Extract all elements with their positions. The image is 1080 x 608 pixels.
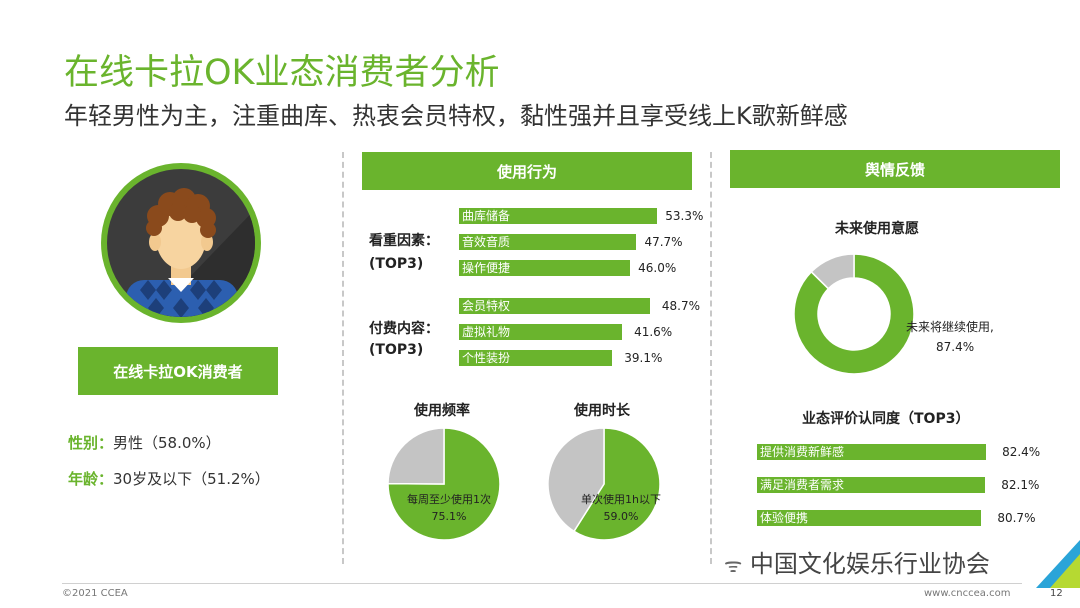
factors-label: 看重因素： — [369, 233, 439, 249]
freq-title: 使用频率 — [414, 403, 470, 419]
intent-slice-main — [793, 253, 915, 375]
freq-pie — [387, 427, 501, 541]
dur-slice-label: 单次使用1h以下 — [581, 493, 661, 506]
eval-value-label: 82.1% — [1001, 478, 1040, 492]
eval-bar-label: 满足消费者需求 — [760, 478, 845, 492]
paid-value-label: 41.6% — [634, 325, 673, 339]
feedback-header: 舆情反馈 — [730, 150, 1060, 188]
watermark-text: 中国文化娱乐行业协会 — [749, 550, 990, 578]
corner-logo — [1036, 540, 1080, 588]
factor-bar: 音效音质 — [459, 234, 637, 250]
page-title: 在线卡拉OK业态消费者分析 — [64, 53, 500, 93]
intent-donut — [793, 253, 915, 375]
factor-bar-label: 曲库储备 — [462, 209, 511, 223]
intent-slice-value: 87.4% — [936, 340, 975, 354]
divider-right — [710, 152, 712, 564]
factors-sub: (TOP3) — [369, 256, 424, 272]
age-value: 30岁及以下（51.2%） — [113, 470, 270, 488]
paid-bar: 会员特权 — [459, 298, 650, 314]
factor-bar-label: 音效音质 — [462, 235, 511, 249]
gender-label: 性别： — [68, 434, 114, 452]
paid-value-label: 48.7% — [661, 299, 701, 313]
freq-slice-rest — [387, 427, 445, 485]
eval-bar: 体验便携 — [757, 510, 982, 526]
age-line: 年龄：30岁及以下（51.2%） — [68, 468, 270, 489]
eval-value-label: 82.4% — [1002, 445, 1041, 459]
eval-bar-label: 提供消费新鲜感 — [760, 445, 845, 459]
intent-title: 未来使用意愿 — [835, 221, 919, 237]
factor-bar: 曲库储备 — [459, 208, 658, 224]
dur-slice-rest — [547, 427, 605, 533]
footer-url: www.cncceа.com — [924, 588, 1011, 599]
avatar — [101, 163, 261, 323]
consumer-badge: 在线卡拉OK消费者 — [78, 347, 278, 395]
paid-bar-label: 会员特权 — [462, 299, 511, 313]
eval-title: 业态评价认同度（TOP3） — [802, 411, 970, 427]
paid-value-label: 39.1% — [624, 351, 663, 365]
footer-copyright: ©2021 CCEA — [62, 588, 128, 599]
paid-sub: (TOP3) — [369, 342, 424, 358]
age-label: 年龄： — [68, 470, 114, 488]
watermark: ᯤ 中国文化娱乐行业协会 — [724, 544, 990, 579]
paid-bar: 虚拟礼物 — [459, 324, 623, 340]
page-number: 12 — [1050, 588, 1063, 599]
gender-line: 性别：男性（58.0%） — [68, 432, 221, 453]
eval-bar-label: 体验便携 — [760, 511, 809, 525]
usage-header: 使用行为 — [362, 152, 692, 190]
dur-slice-main — [572, 427, 661, 541]
freq-slice-main — [387, 427, 501, 541]
dur-pie — [547, 427, 661, 541]
intent-slice-label: 未来将继续使用, — [906, 320, 994, 334]
factor-value-label: 53.3% — [665, 209, 704, 223]
paid-bar: 个性装扮 — [459, 350, 613, 366]
freq-slice-label: 每周至少使用1次 — [407, 493, 491, 506]
dur-slice-value: 59.0% — [603, 510, 639, 523]
paid-bar-label: 个性装扮 — [462, 351, 511, 365]
paid-label: 付费内容： — [369, 321, 439, 337]
divider-left — [342, 152, 344, 564]
factor-value-label: 47.7% — [644, 235, 683, 249]
page-subtitle: 年轻男性为主，注重曲库、热衷会员特权，黏性强并且享受线上K歌新鲜感 — [64, 102, 848, 130]
wechat-icon: ᯤ — [724, 553, 743, 577]
factor-bar-label: 操作便捷 — [462, 261, 511, 275]
footer-line — [62, 583, 1022, 584]
intent-slice-rest — [810, 253, 855, 290]
factor-bar: 操作便捷 — [459, 260, 631, 276]
paid-bar-label: 虚拟礼物 — [462, 325, 511, 339]
eval-bar: 满足消费者需求 — [757, 477, 986, 493]
freq-slice-value: 75.1% — [431, 510, 467, 523]
dur-title: 使用时长 — [574, 403, 630, 419]
gender-value: 男性（58.0%） — [113, 434, 221, 452]
factor-value-label: 46.0% — [638, 261, 677, 275]
eval-bar: 提供消费新鲜感 — [757, 444, 987, 460]
eval-value-label: 80.7% — [997, 511, 1036, 525]
